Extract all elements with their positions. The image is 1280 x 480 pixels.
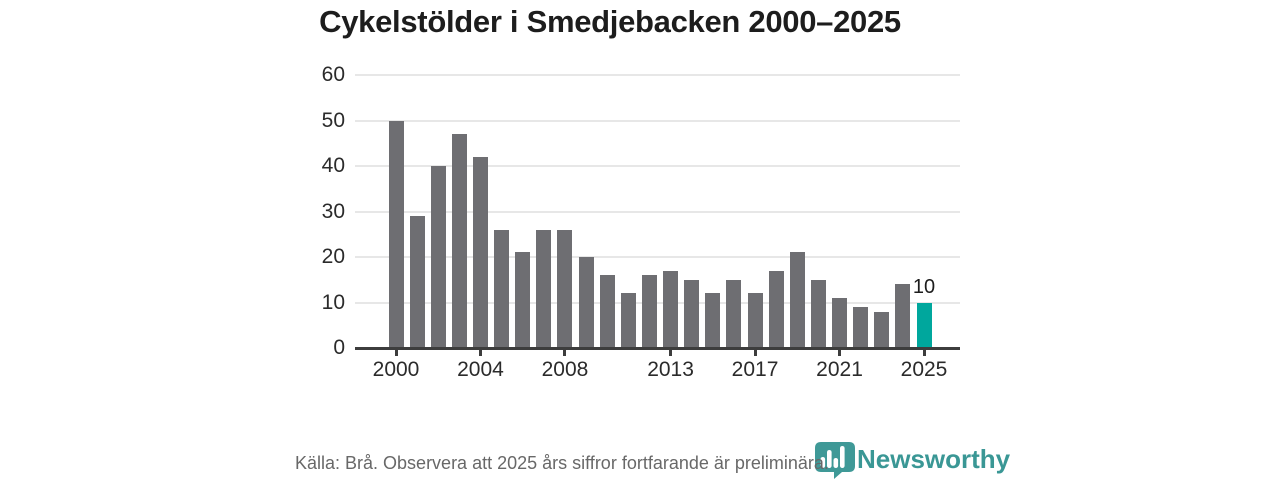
y-tick-label-50: 50 [321, 108, 345, 132]
x-tick-label-2000: 2000 [372, 358, 420, 381]
bar-2018 [768, 270, 784, 348]
bar-2011 [620, 293, 636, 348]
bar-2012 [641, 275, 657, 348]
gridline-40 [355, 165, 960, 167]
bar-2013 [663, 270, 679, 348]
newsworthy-badge-icon [815, 442, 855, 479]
bar-2019 [789, 252, 805, 348]
source-note: Källa: Brå. Observera att 2025 års siffr… [295, 453, 829, 473]
bar-2023 [874, 311, 890, 348]
gridline-10 [355, 301, 960, 304]
bar-2021 [832, 297, 848, 348]
y-tick-label-0: 0 [333, 336, 345, 359]
x-tick-2000 [394, 348, 398, 356]
gridline-30 [355, 210, 960, 213]
bar-2024 [895, 284, 911, 348]
x-tick-2017 [753, 348, 757, 356]
bar-2007 [536, 229, 552, 348]
y-tick-label-40: 40 [321, 154, 345, 177]
bar-2003 [451, 134, 467, 348]
bar-2004 [472, 156, 488, 348]
y-tick-label-60: 60 [321, 63, 345, 86]
bar-2020 [810, 279, 826, 348]
x-tick-label-2017: 2017 [731, 358, 779, 381]
gridline-50 [355, 119, 960, 122]
bar-2010 [599, 275, 615, 348]
x-tick-2004 [478, 348, 482, 356]
bar-2002 [430, 166, 446, 348]
y-tick-label-30: 30 [321, 199, 345, 223]
newsworthy-logo-text: Newsworthy [857, 444, 1011, 474]
x-tick-label-2025: 2025 [900, 358, 948, 381]
bar-2022 [853, 307, 869, 348]
y-tick-label-20: 20 [321, 245, 345, 268]
y-tick-label-10: 10 [321, 290, 345, 314]
x-tick-2008 [563, 348, 567, 356]
bar-2009 [578, 257, 594, 348]
x-tick-label-2021: 2021 [816, 358, 863, 381]
x-tick-label-2004: 2004 [457, 358, 504, 381]
bar-2025 [916, 302, 932, 348]
bar-2008 [557, 229, 573, 348]
bar-2015 [705, 293, 721, 348]
bar-2014 [684, 279, 700, 348]
bar-2001 [409, 216, 425, 348]
gridline-20 [355, 256, 960, 258]
bar-2000 [388, 120, 404, 348]
x-tick-2021 [838, 348, 842, 356]
x-tick-label-2013: 2013 [647, 358, 694, 381]
y-axis-labels: 0 10 20 30 40 50 60 [275, 63, 345, 359]
bar-2016 [726, 279, 742, 348]
x-tick-2013 [669, 348, 673, 356]
x-tick-label-2008: 2008 [541, 358, 589, 381]
bar-chart-plot-area: 2000 2004 2008 2013 2017 2021 2025 10 [355, 74, 960, 381]
bar-2006 [515, 252, 531, 348]
bar-2017 [747, 293, 763, 348]
x-tick-2025 [922, 348, 926, 356]
page-title: Cykelstölder i Smedjebacken 2000–2025 [319, 4, 901, 39]
x-axis-line [355, 347, 960, 350]
bar-value-label: 10 [912, 275, 936, 298]
gridline-60 [355, 74, 960, 76]
bar-2005 [494, 229, 510, 348]
